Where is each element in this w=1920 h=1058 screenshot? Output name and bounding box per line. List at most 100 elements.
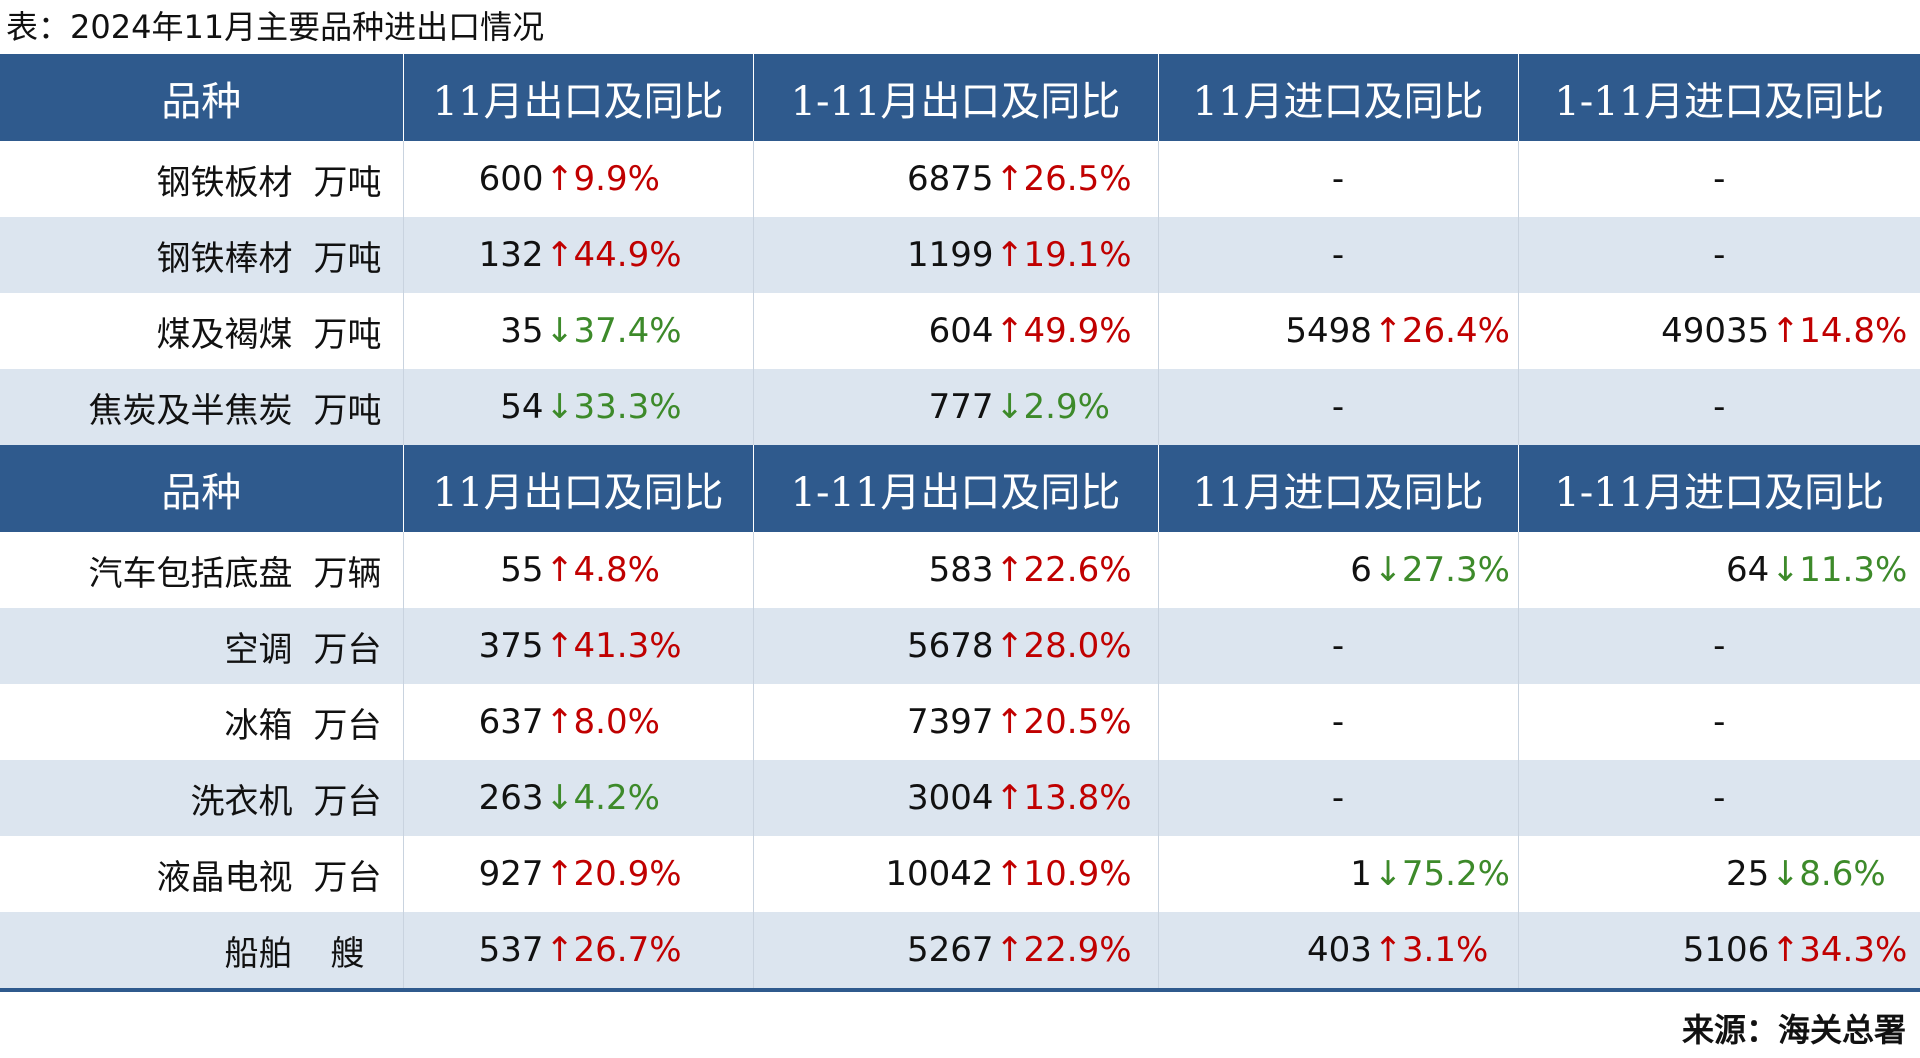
yoy-change: 28.0% [1023, 626, 1132, 666]
empty-value: - [1331, 235, 1345, 275]
up-arrow-icon: ↑ [545, 550, 575, 590]
quantity-value: 927 [478, 854, 544, 894]
value-cell: 583 ↑ 22.6% [752, 532, 1158, 608]
empty-value: - [1331, 159, 1345, 199]
quantity-value: 5267 [906, 930, 994, 970]
value-cell: 637 ↑ 8.0% [402, 684, 753, 760]
product-cell: 汽车包括底盘 万辆 [0, 532, 403, 608]
product-name: 焦炭及半焦炭 [88, 390, 293, 431]
product-name: 船舶 [224, 933, 293, 974]
yoy-change: 14.8% [1799, 311, 1908, 351]
quantity-value: 35 [500, 311, 544, 351]
yoy-change: 10.9% [1023, 854, 1132, 894]
down-arrow-icon: ↓ [1373, 854, 1403, 894]
quantity-value: 10042 [885, 854, 994, 894]
up-arrow-icon: ↑ [1373, 930, 1403, 970]
quantity-value: 55 [500, 550, 544, 590]
value-cell: 927 ↑ 20.9% [402, 836, 753, 912]
quantity-value: 5498 [1285, 311, 1372, 351]
quantity-value: 7397 [906, 702, 994, 742]
empty-value: - [1713, 702, 1726, 742]
product-unit: 万吨 [313, 314, 382, 355]
value-cell: 3004 ↑ 13.8% [752, 760, 1158, 836]
yoy-change: 8.6% [1799, 854, 1886, 894]
quantity-value: 403 [1307, 930, 1372, 970]
quantity-value: 637 [478, 702, 544, 742]
value-cell: 5678 ↑ 28.0% [752, 608, 1158, 684]
yoy-change: 4.2% [573, 778, 660, 818]
product-unit: 万吨 [313, 390, 382, 431]
yoy-change: 19.1% [1023, 235, 1132, 275]
up-arrow-icon: ↑ [545, 159, 575, 199]
down-arrow-icon: ↓ [545, 387, 575, 427]
empty-value: - [1713, 387, 1726, 427]
yoy-change: 22.9% [1023, 930, 1132, 970]
quantity-value: 1199 [906, 235, 994, 275]
yoy-change: 75.2% [1401, 854, 1510, 894]
quantity-value: 604 [928, 311, 994, 351]
product-cell: 焦炭及半焦炭 万吨 [0, 369, 403, 445]
column-header: 1-11月出口及同比 [752, 54, 1158, 141]
value-cell: 25 ↓ 8.6% [1517, 836, 1920, 912]
yoy-change: 20.9% [573, 854, 682, 894]
down-arrow-icon: ↓ [545, 311, 575, 351]
column-header: 11月进口及同比 [1157, 54, 1518, 141]
product-name: 洗衣机 [190, 781, 293, 822]
quantity-value: 5106 [1682, 930, 1770, 970]
product-cell: 钢铁棒材 万吨 [0, 217, 403, 293]
down-arrow-icon: ↓ [1771, 550, 1800, 590]
column-header: 1-11月出口及同比 [752, 445, 1158, 532]
column-header: 1-11月进口及同比 [1517, 445, 1920, 532]
table-row: 冰箱 万台 637 ↑ 8.0% 7397 ↑ 20.5% - - [0, 684, 1920, 760]
product-unit: 万辆 [313, 553, 382, 594]
value-cell: 132 ↑ 44.9% [402, 217, 753, 293]
empty-value: - [1331, 387, 1345, 427]
up-arrow-icon: ↑ [995, 159, 1025, 199]
quantity-value: 375 [478, 626, 544, 666]
yoy-change: 49.9% [1023, 311, 1132, 351]
value-cell: 604 ↑ 49.9% [752, 293, 1158, 369]
header-row: 品种 11月出口及同比 1-11月出口及同比 11月进口及同比 1-11月进口及同比 [0, 445, 1920, 532]
product-unit: 万吨 [313, 238, 382, 279]
value-cell: 5267 ↑ 22.9% [752, 912, 1158, 992]
empty-value: - [1331, 626, 1345, 666]
value-cell: 375 ↑ 41.3% [402, 608, 753, 684]
yoy-change: 2.9% [1023, 387, 1110, 427]
yoy-change: 22.6% [1023, 550, 1132, 590]
quantity-value: 132 [478, 235, 544, 275]
quantity-value: 537 [478, 930, 544, 970]
quantity-value: 1 [1350, 854, 1372, 894]
value-cell: 64 ↓ 11.3% [1517, 532, 1920, 608]
value-cell: 35 ↓ 37.4% [402, 293, 753, 369]
quantity-value: 5678 [906, 626, 994, 666]
product-cell: 冰箱 万台 [0, 684, 403, 760]
product-cell: 船舶艘 [0, 912, 403, 992]
value-cell: 7397 ↑ 20.5% [752, 684, 1158, 760]
up-arrow-icon: ↑ [545, 854, 575, 894]
up-arrow-icon: ↑ [1771, 311, 1800, 351]
value-cell: - [1157, 684, 1518, 760]
product-unit: 万台 [313, 781, 382, 822]
table-row: 汽车包括底盘 万辆 55 ↑ 4.8% 583 ↑ 22.6% 6 ↓ 27.3% 64 ↓ 11.3% [0, 532, 1920, 608]
empty-value: - [1713, 235, 1726, 275]
product-name: 煤及褐煤 [156, 314, 293, 355]
up-arrow-icon: ↑ [545, 930, 575, 970]
value-cell: 263 ↓ 4.2% [402, 760, 753, 836]
value-cell: - [1517, 608, 1920, 684]
yoy-change: 26.5% [1023, 159, 1132, 199]
value-cell: - [1157, 217, 1518, 293]
yoy-change: 9.9% [573, 159, 660, 199]
column-header: 品种 [0, 54, 403, 141]
value-cell: 49035 ↑ 14.8% [1517, 293, 1920, 369]
up-arrow-icon: ↑ [995, 778, 1025, 818]
up-arrow-icon: ↑ [995, 626, 1025, 666]
up-arrow-icon: ↑ [995, 235, 1025, 275]
up-arrow-icon: ↑ [1373, 311, 1403, 351]
yoy-change: 13.8% [1023, 778, 1132, 818]
product-cell: 空调 万台 [0, 608, 403, 684]
quantity-value: 583 [928, 550, 994, 590]
up-arrow-icon: ↑ [995, 311, 1025, 351]
down-arrow-icon: ↓ [1771, 854, 1800, 894]
empty-value: - [1331, 702, 1345, 742]
empty-value: - [1713, 626, 1726, 666]
